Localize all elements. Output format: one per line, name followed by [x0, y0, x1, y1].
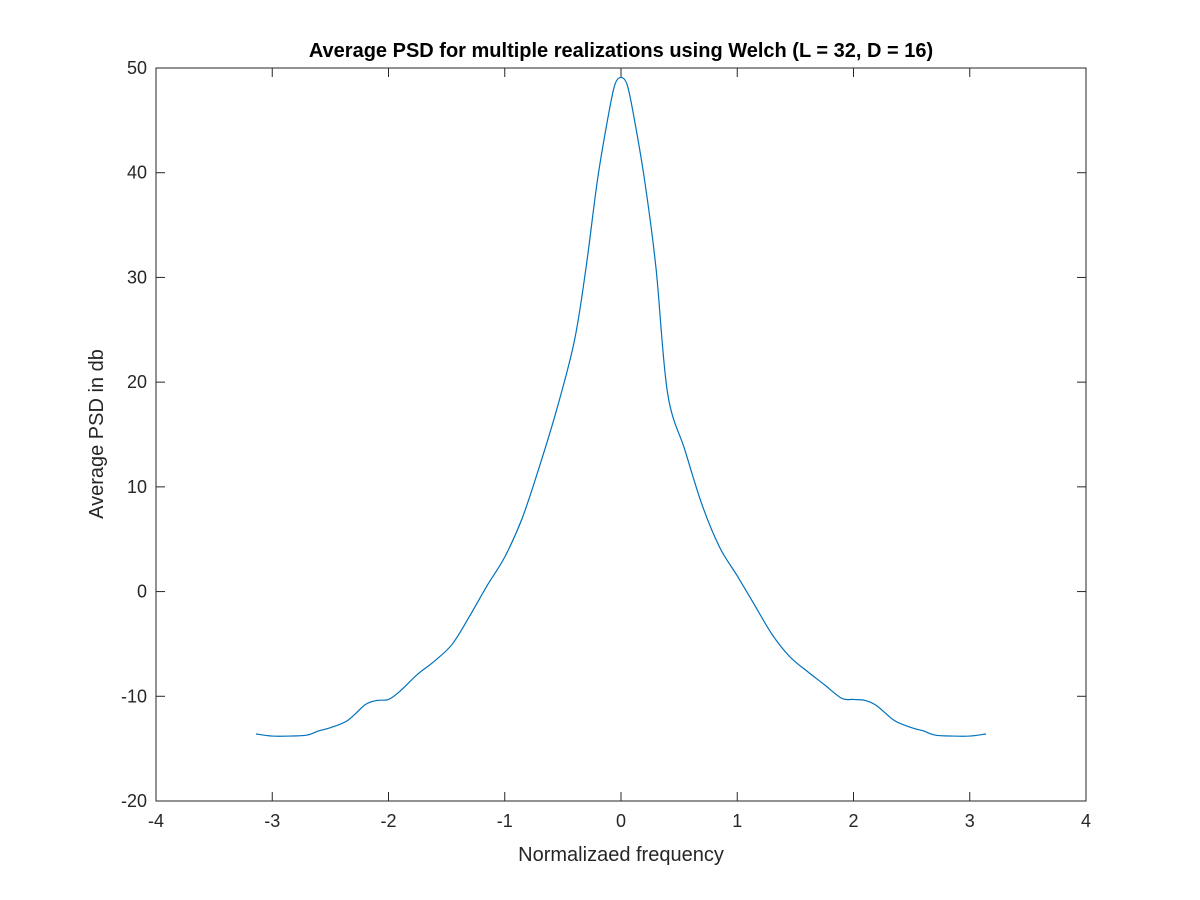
x-tick-label: -2: [380, 811, 396, 831]
x-tick-label: -1: [497, 811, 513, 831]
y-tick-label: 0: [137, 582, 147, 602]
y-tick-label: 50: [127, 58, 147, 78]
series-layer: [255, 76, 987, 737]
psd-series-line: [255, 76, 987, 737]
y-axis-label: Average PSD in db: [86, 349, 108, 519]
x-tick-label: -3: [264, 811, 280, 831]
x-axis-ticks: -4 -3 -2 -1 0 1 2 3 4: [148, 68, 1091, 831]
y-tick-label: -10: [121, 686, 147, 706]
x-tick-label: 3: [965, 811, 975, 831]
x-tick-label: 0: [616, 811, 626, 831]
x-tick-label: 4: [1081, 811, 1091, 831]
y-tick-label: 10: [127, 477, 147, 497]
x-tick-label: -4: [148, 811, 164, 831]
x-axis-label: Normalizaed frequency: [518, 844, 724, 866]
y-tick-label: -20: [121, 791, 147, 811]
y-tick-label: 30: [127, 267, 147, 287]
x-tick-label: 1: [732, 811, 742, 831]
y-tick-label: 20: [127, 372, 147, 392]
y-tick-label: 40: [127, 163, 147, 183]
axes-box: [155, 67, 1087, 802]
y-axis-ticks: -20 -10 0 10 20 30 40 50: [121, 58, 1086, 811]
chart-title: Average PSD for multiple realizations us…: [309, 40, 933, 62]
x-tick-label: 2: [848, 811, 858, 831]
plot-area: [156, 68, 1086, 801]
